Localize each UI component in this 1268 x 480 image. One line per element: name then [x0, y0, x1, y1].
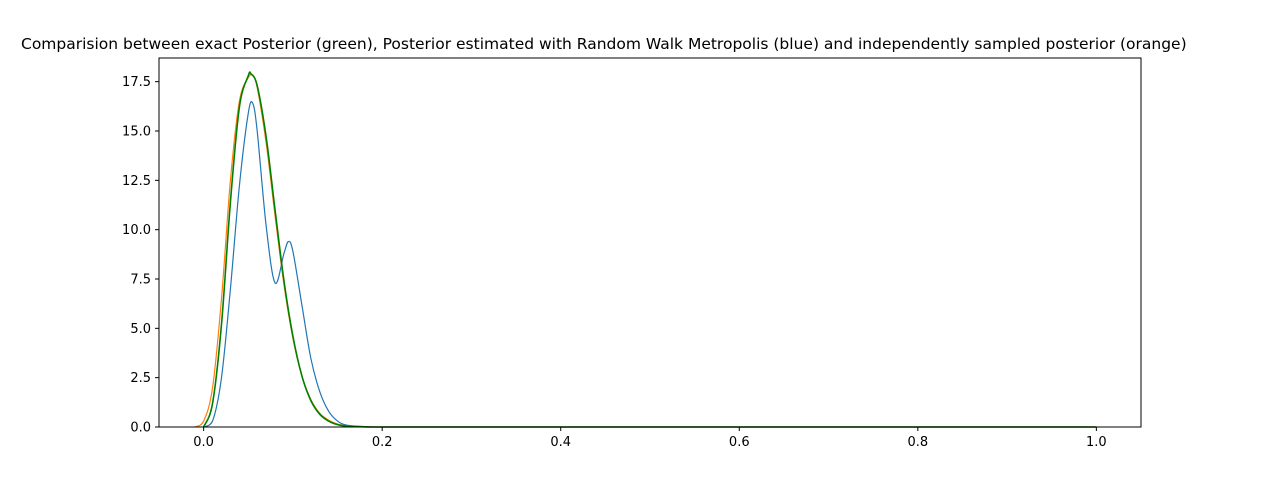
x-tick-label: 0.0 — [193, 435, 214, 450]
x-tick-label: 0.6 — [729, 435, 750, 450]
x-tick-label: 0.8 — [907, 435, 928, 450]
series-line-1 — [203, 100, 1097, 428]
y-tick-label: 10.0 — [122, 223, 151, 238]
y-tick-label: 15.0 — [122, 125, 151, 140]
y-tick-label: 5.0 — [130, 322, 151, 337]
y-tick-label: 7.5 — [130, 273, 151, 288]
y-tick-label: 0.0 — [130, 421, 151, 436]
series-line-3 — [202, 71, 1097, 428]
x-tick-label: 0.2 — [372, 435, 393, 450]
y-tick-label: 12.5 — [122, 174, 151, 189]
x-tick-label: 1.0 — [1086, 435, 1107, 450]
plot-frame — [158, 57, 1142, 428]
series-line-2 — [194, 73, 1097, 428]
series-layer — [194, 71, 1097, 428]
x-tick-label: 0.4 — [550, 435, 571, 450]
chart-title: Comparision between exact Posterior (gre… — [21, 35, 1187, 53]
x-axis: 0.0 0.2 0.4 0.6 0.8 1.0 — [193, 427, 1107, 450]
y-tick-label: 17.5 — [122, 75, 151, 90]
y-tick-label: 2.5 — [130, 371, 151, 386]
y-axis: 0.0 2.5 5.0 7.5 10.0 12.5 15.0 17.5 — [122, 75, 159, 436]
